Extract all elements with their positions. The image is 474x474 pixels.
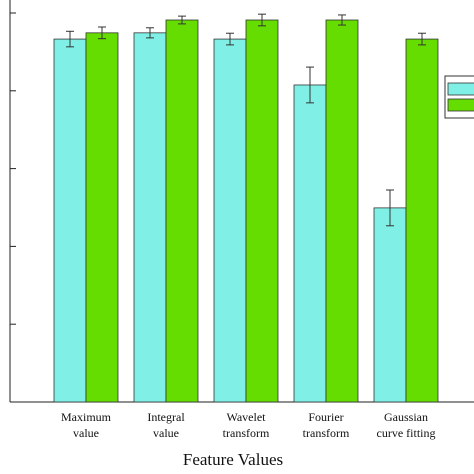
x-tick-label: Gaussian bbox=[384, 410, 428, 424]
bar bbox=[53, 38, 87, 403]
x-tick-label: Integral bbox=[147, 410, 185, 424]
error-bar bbox=[418, 32, 426, 46]
error-bar bbox=[338, 14, 346, 26]
x-tick-label: Fourier bbox=[308, 410, 343, 424]
bar bbox=[85, 32, 119, 403]
bar bbox=[373, 207, 407, 403]
bar bbox=[133, 32, 167, 403]
x-tick-label: transform bbox=[303, 426, 350, 440]
error-bar bbox=[146, 27, 154, 39]
x-axis-label: Feature Values bbox=[183, 450, 283, 469]
error-bar bbox=[66, 30, 74, 48]
bar bbox=[293, 84, 327, 403]
legend-swatch bbox=[447, 82, 474, 96]
error-bar bbox=[258, 13, 266, 27]
x-tick-label: value bbox=[73, 426, 99, 440]
error-bar bbox=[306, 66, 314, 104]
x-tick-label: Wavelet bbox=[226, 410, 266, 424]
legend bbox=[444, 75, 474, 119]
x-tick-label: value bbox=[153, 426, 179, 440]
bar bbox=[405, 38, 439, 403]
bar bbox=[325, 19, 359, 403]
error-bar bbox=[178, 15, 186, 25]
x-tick-label: curve fitting bbox=[377, 426, 436, 440]
bar bbox=[165, 19, 199, 403]
bar bbox=[245, 19, 279, 403]
x-tick-label: Maximum bbox=[61, 410, 112, 424]
error-bar bbox=[98, 26, 106, 40]
x-tick-label: transform bbox=[223, 426, 270, 440]
error-bar bbox=[386, 189, 394, 227]
bar bbox=[213, 38, 247, 403]
legend-swatch bbox=[447, 98, 474, 112]
error-bar bbox=[226, 32, 234, 46]
